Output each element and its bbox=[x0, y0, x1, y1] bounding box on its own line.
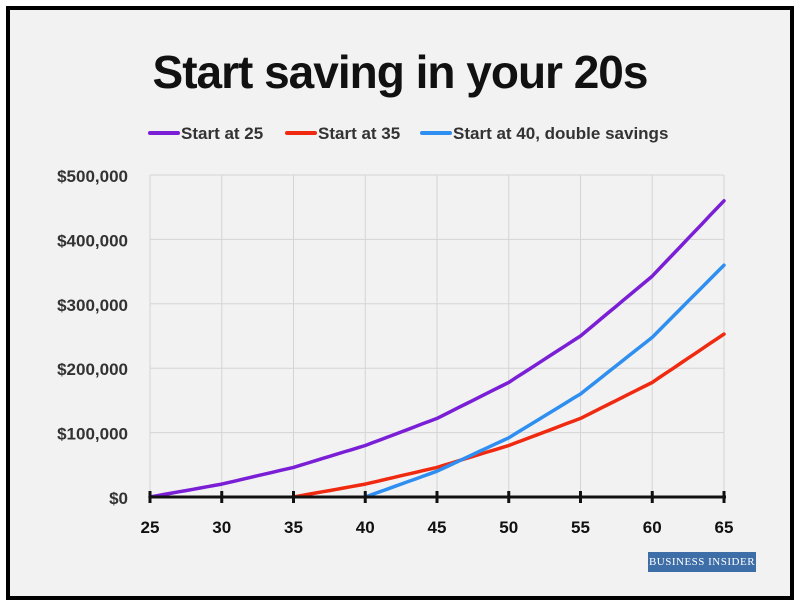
x-tick-label: 65 bbox=[715, 518, 734, 537]
series-line-3 bbox=[363, 263, 726, 499]
business-insider-logo: BUSINESS INSIDER bbox=[648, 552, 756, 572]
legend-label: Start at 35 bbox=[318, 124, 400, 143]
x-tick-label: 45 bbox=[428, 518, 447, 537]
chart-title: Start saving in your 20s bbox=[152, 46, 649, 98]
legend-label: Start at 40, double savings bbox=[453, 124, 668, 143]
y-tick-label: $300,000 bbox=[57, 296, 128, 315]
x-tick-label: 30 bbox=[212, 518, 231, 537]
x-tick-label: 40 bbox=[356, 518, 375, 537]
chart-frame bbox=[6, 6, 794, 600]
series-line-1 bbox=[148, 199, 726, 499]
x-tick-label: 35 bbox=[284, 518, 303, 537]
y-tick-label: $200,000 bbox=[57, 360, 128, 379]
legend-label: Start at 25 bbox=[181, 124, 263, 143]
x-tick-label: 60 bbox=[643, 518, 662, 537]
series-line-2 bbox=[291, 332, 726, 499]
x-tick-label: 55 bbox=[571, 518, 590, 537]
y-tick-label: $400,000 bbox=[57, 231, 128, 250]
y-tick-label: $100,000 bbox=[57, 425, 128, 444]
x-tick-label: 50 bbox=[499, 518, 518, 537]
x-tick-label: 25 bbox=[141, 518, 160, 537]
y-tick-label: $500,000 bbox=[57, 167, 128, 186]
y-tick-label: $0 bbox=[109, 489, 128, 508]
